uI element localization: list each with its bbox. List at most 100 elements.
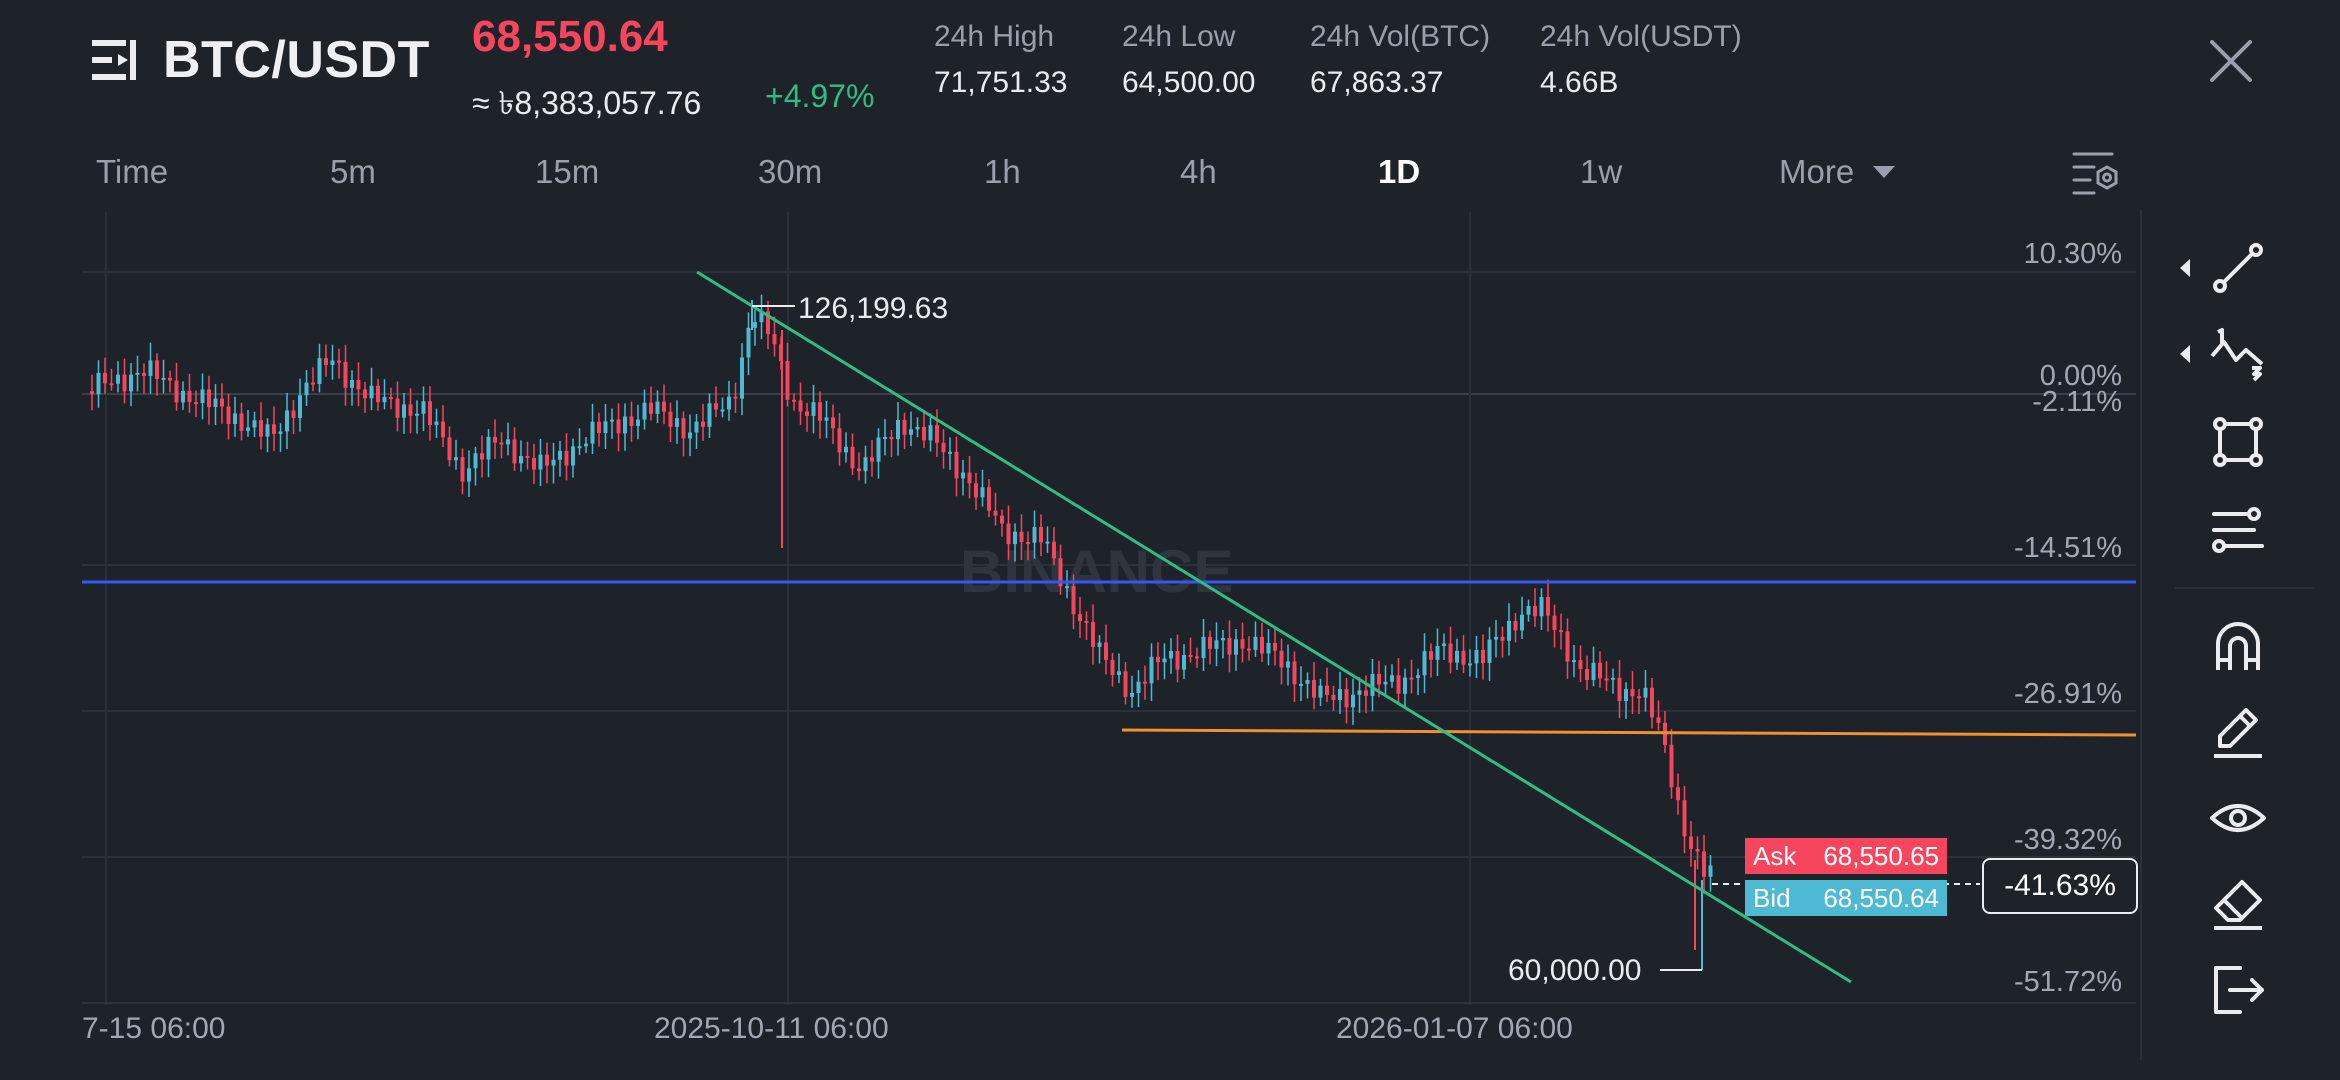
candle-body: [811, 402, 816, 416]
interval-time[interactable]: Time: [96, 153, 169, 190]
pct-label: -26.91%: [2013, 678, 2122, 710]
magnet-icon[interactable]: [2210, 618, 2266, 674]
candle-body: [1312, 680, 1316, 698]
price-change: +4.97%: [765, 78, 875, 114]
interval-15m[interactable]: 15m: [535, 153, 600, 190]
candlestick-chart[interactable]: BINANCE 126,199.63 60,000.00: [0, 210, 2150, 1080]
candle-body: [1273, 642, 1277, 651]
watermark: BINANCE: [960, 538, 1233, 605]
candle-body: [1065, 586, 1069, 589]
candle-body: [1598, 662, 1602, 679]
candle-body: [363, 389, 367, 399]
candle-body: [1513, 620, 1518, 631]
candle-body: [129, 374, 133, 392]
candle-body: [636, 419, 640, 427]
candle-body: [1019, 531, 1024, 543]
candle-body: [551, 459, 556, 466]
candle-body: [1533, 606, 1537, 617]
expand-caret-icon[interactable]: [2180, 345, 2190, 363]
support-line-drawing[interactable]: [1121, 728, 2137, 737]
high-marker: 126,199.63: [798, 292, 948, 325]
caret-down-icon[interactable]: [1873, 166, 1895, 178]
candle-body: [460, 457, 465, 482]
candle-body: [740, 357, 744, 399]
candle-body: [1318, 685, 1323, 698]
candle-body: [174, 380, 179, 403]
candle-body: [90, 391, 94, 395]
stat-value-24h-vol-usdt: 4.66B: [1540, 66, 1619, 99]
brush-icon[interactable]: [2210, 704, 2266, 760]
menu-icon[interactable]: [92, 36, 142, 84]
interval-4h[interactable]: 4h: [1180, 153, 1217, 190]
interval-30m[interactable]: 30m: [758, 153, 823, 190]
candle-body: [1000, 515, 1004, 524]
candle-body: [1130, 693, 1134, 697]
candle-body: [1383, 681, 1388, 685]
candle-body: [629, 416, 634, 427]
x-axis-label: 2026-01-07 06:00: [1336, 1012, 1573, 1045]
pair-title[interactable]: BTC/USDT: [163, 31, 430, 89]
interval-5m[interactable]: 5m: [330, 153, 376, 190]
close-icon[interactable]: [2208, 38, 2254, 84]
candle-body: [1630, 689, 1635, 697]
candle-body: [304, 382, 309, 396]
candle-body: [1481, 650, 1485, 663]
stat-label-24h-low: 24h Low: [1122, 20, 1236, 53]
pct-label: 0.00%: [2039, 360, 2122, 392]
candle-body: [233, 413, 237, 425]
expand-caret-icon[interactable]: [2180, 259, 2190, 277]
trend-line-drawing[interactable]: [696, 270, 1852, 984]
candle-body: [1188, 654, 1193, 657]
candle-body: [1403, 677, 1407, 694]
exit-icon[interactable]: [2210, 962, 2266, 1018]
candle-body: [168, 377, 172, 381]
candle-body: [1611, 677, 1615, 680]
interval-more[interactable]: More: [1779, 153, 1855, 190]
candle-body: [291, 410, 296, 418]
candles: [90, 294, 1713, 970]
candle-body: [961, 472, 965, 479]
candle-body: [954, 451, 959, 479]
candle-body: [558, 450, 562, 460]
candle-body: [1039, 527, 1043, 543]
candle-body: [1435, 646, 1440, 660]
candle-body: [662, 401, 666, 412]
candle-body: [402, 404, 406, 418]
visibility-icon[interactable]: [2210, 790, 2266, 846]
candle-body: [1169, 651, 1173, 659]
indicators-icon[interactable]: [2210, 500, 2266, 556]
candle-body: [668, 411, 673, 427]
pct-label: -2.11%: [2032, 386, 2122, 418]
candle-body: [850, 446, 855, 469]
candle-body: [701, 421, 705, 427]
candle-body: [746, 327, 751, 358]
trend-line-icon[interactable]: [2210, 240, 2266, 296]
chart-settings-icon[interactable]: [2072, 150, 2120, 196]
candle-body: [616, 419, 621, 434]
candle-body: [441, 421, 445, 438]
candle-body: [1201, 636, 1206, 659]
candle-body: [330, 360, 335, 365]
interval-1w[interactable]: 1w: [1580, 153, 1623, 190]
fibonacci-icon[interactable]: [2210, 326, 2266, 382]
candle-body: [1214, 640, 1219, 649]
pct-label: 10.30%: [2023, 238, 2122, 270]
eraser-icon[interactable]: [2210, 876, 2266, 932]
stat-label-24h-vol-btc: 24h Vol(BTC): [1310, 20, 1491, 53]
candle-body: [772, 334, 777, 345]
candle-body: [187, 390, 192, 403]
candle-body: [200, 389, 205, 404]
candle-body: [1351, 694, 1355, 708]
candle-body: [220, 398, 224, 407]
candle-body: [285, 410, 289, 432]
shapes-icon[interactable]: [2210, 414, 2266, 470]
interval-1h[interactable]: 1h: [984, 153, 1021, 190]
candle-body: [564, 450, 569, 466]
candle-body: [987, 487, 991, 511]
candle-body: [1643, 687, 1648, 698]
interval-1d[interactable]: 1D: [1378, 153, 1421, 190]
x-axis-label: 7-15 06:00: [82, 1012, 226, 1045]
candle-body: [278, 431, 283, 434]
candle-body: [720, 409, 725, 412]
candle-body: [350, 380, 354, 388]
